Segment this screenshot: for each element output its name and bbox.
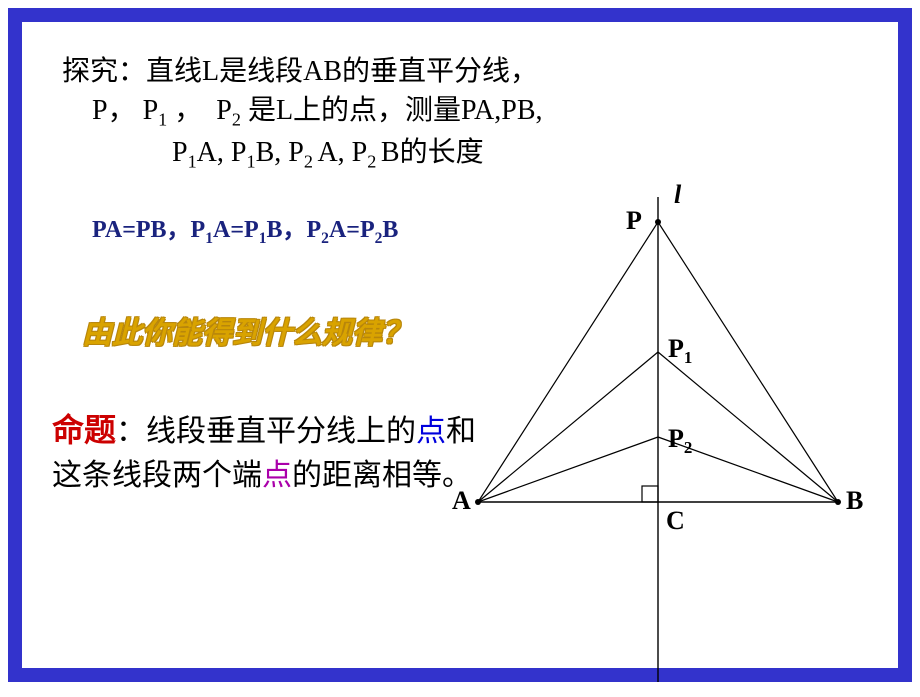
pt-p xyxy=(655,219,661,225)
label-p1: P1 xyxy=(668,334,692,368)
slide-border: 探究：直线L是线段AB的垂直平分线， P， P1 ， P2 是L上的点，测量PA… xyxy=(8,8,912,682)
intro-measure-list: P1A, P1B, P2 A, P2 B xyxy=(172,137,400,168)
seg-p2a xyxy=(478,437,658,502)
label-a: A xyxy=(452,486,471,516)
theorem-point-1: 点 xyxy=(416,415,446,448)
intro-p1: P1 xyxy=(143,95,168,126)
intro-line-3: P1A, P1B, P2 A, P2 B的长度 xyxy=(172,133,868,175)
label-p2: P2 xyxy=(668,424,692,458)
diagram-svg xyxy=(448,172,878,692)
theorem-block: 命题：线段垂直平分线上的点和这条线段两个端点的距离相等。 xyxy=(52,407,482,497)
pt-a xyxy=(475,499,481,505)
theorem-label: 命题 xyxy=(52,412,116,448)
pt-b xyxy=(835,499,841,505)
right-angle-mark xyxy=(642,486,658,502)
intro-text-1: 探究：直线L是线段AB的垂直平分线， xyxy=(62,56,538,87)
intro-frag-p: P， xyxy=(92,95,136,126)
label-l: l xyxy=(674,180,681,210)
intro-line-2: P， P1 ， P2 是L上的点，测量PA,PB, xyxy=(92,91,868,133)
label-b: B xyxy=(846,486,863,516)
slide-content: 探究：直线L是线段AB的垂直平分线， P， P1 ， P2 是L上的点，测量PA… xyxy=(52,52,868,638)
seg-p1a xyxy=(478,352,658,502)
intro-frag-comma: ， xyxy=(174,95,202,126)
seg-pa xyxy=(478,222,658,502)
theorem-text-1: ：线段垂直平分线上的 xyxy=(116,415,416,448)
label-c: C xyxy=(666,506,685,536)
theorem-text-3: 的距离相等。 xyxy=(292,459,472,492)
intro-length-text: 的长度 xyxy=(400,137,484,168)
geometry-diagram: l P P1 P2 A B C xyxy=(448,172,878,692)
intro-line-1: 探究：直线L是线段AB的垂直平分线， xyxy=(62,52,868,91)
theorem-point-2: 点 xyxy=(262,459,292,492)
intro-p2: P2 xyxy=(209,95,241,126)
intro-frag-rest: 是L上的点，测量PA,PB, xyxy=(248,95,543,126)
label-p: P xyxy=(626,206,642,236)
